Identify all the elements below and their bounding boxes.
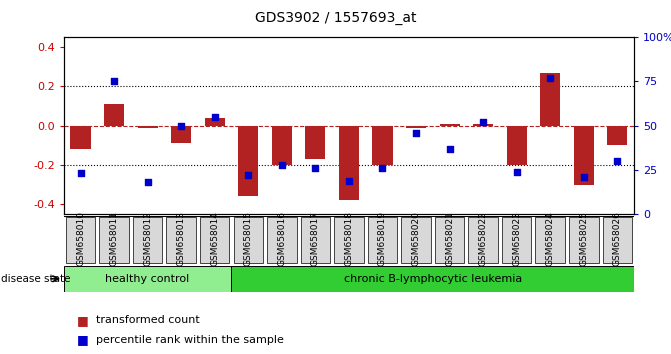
- FancyBboxPatch shape: [569, 217, 599, 263]
- Text: GSM658025: GSM658025: [579, 211, 588, 266]
- Point: [444, 146, 455, 152]
- FancyBboxPatch shape: [133, 217, 162, 263]
- Text: GSM658018: GSM658018: [344, 211, 354, 266]
- Bar: [440, 124, 460, 126]
- Point: [612, 158, 623, 164]
- Bar: [406, 126, 426, 128]
- Point: [243, 172, 254, 178]
- FancyBboxPatch shape: [401, 217, 431, 263]
- Text: GSM658016: GSM658016: [277, 211, 287, 266]
- Bar: [540, 73, 560, 126]
- FancyBboxPatch shape: [200, 217, 229, 263]
- FancyBboxPatch shape: [368, 217, 397, 263]
- FancyBboxPatch shape: [502, 217, 531, 263]
- FancyBboxPatch shape: [603, 217, 632, 263]
- Point: [142, 179, 153, 185]
- Text: chronic B-lymphocytic leukemia: chronic B-lymphocytic leukemia: [344, 274, 522, 284]
- Point: [109, 79, 119, 84]
- Point: [176, 123, 187, 129]
- FancyBboxPatch shape: [535, 217, 565, 263]
- FancyBboxPatch shape: [166, 217, 196, 263]
- FancyBboxPatch shape: [301, 217, 330, 263]
- Point: [310, 165, 321, 171]
- Text: GSM658019: GSM658019: [378, 211, 387, 266]
- Text: GSM658022: GSM658022: [478, 211, 488, 266]
- Point: [545, 75, 556, 81]
- Text: GSM658021: GSM658021: [445, 211, 454, 266]
- Point: [511, 169, 522, 175]
- Text: transformed count: transformed count: [96, 315, 200, 325]
- Point: [75, 171, 86, 176]
- FancyBboxPatch shape: [334, 217, 364, 263]
- Text: GDS3902 / 1557693_at: GDS3902 / 1557693_at: [255, 11, 416, 25]
- FancyBboxPatch shape: [99, 217, 129, 263]
- Text: disease state: disease state: [1, 274, 70, 284]
- Bar: [238, 126, 258, 196]
- Text: GSM658012: GSM658012: [143, 211, 152, 266]
- Text: GSM658023: GSM658023: [512, 211, 521, 266]
- Text: GSM658010: GSM658010: [76, 211, 85, 266]
- Bar: [473, 124, 493, 126]
- Bar: [138, 126, 158, 128]
- Point: [209, 114, 220, 120]
- Point: [578, 174, 589, 180]
- Text: GSM658011: GSM658011: [109, 211, 119, 266]
- Bar: [272, 126, 292, 165]
- Text: ■: ■: [77, 314, 89, 327]
- Point: [344, 178, 354, 183]
- Bar: [171, 126, 191, 143]
- Text: GSM658020: GSM658020: [411, 211, 421, 266]
- Bar: [607, 126, 627, 145]
- Point: [478, 119, 488, 125]
- Text: ■: ■: [77, 333, 89, 346]
- FancyBboxPatch shape: [468, 217, 498, 263]
- Point: [377, 165, 388, 171]
- FancyBboxPatch shape: [64, 266, 231, 292]
- FancyBboxPatch shape: [435, 217, 464, 263]
- Text: percentile rank within the sample: percentile rank within the sample: [96, 335, 284, 345]
- FancyBboxPatch shape: [231, 266, 634, 292]
- Text: GSM658013: GSM658013: [176, 211, 186, 266]
- Bar: [205, 118, 225, 126]
- Point: [411, 130, 421, 136]
- Text: GSM658026: GSM658026: [613, 211, 622, 266]
- FancyBboxPatch shape: [234, 217, 263, 263]
- Text: GSM658015: GSM658015: [244, 211, 253, 266]
- Bar: [574, 126, 594, 185]
- Text: GSM658014: GSM658014: [210, 211, 219, 266]
- Text: healthy control: healthy control: [105, 274, 190, 284]
- Bar: [372, 126, 393, 165]
- Bar: [305, 126, 325, 159]
- Text: GSM658024: GSM658024: [546, 211, 555, 266]
- Bar: [507, 126, 527, 165]
- Bar: [104, 104, 124, 126]
- FancyBboxPatch shape: [66, 217, 95, 263]
- Point: [276, 162, 287, 167]
- FancyBboxPatch shape: [267, 217, 297, 263]
- Bar: [339, 126, 359, 200]
- Text: GSM658017: GSM658017: [311, 211, 320, 266]
- Bar: [70, 126, 91, 149]
